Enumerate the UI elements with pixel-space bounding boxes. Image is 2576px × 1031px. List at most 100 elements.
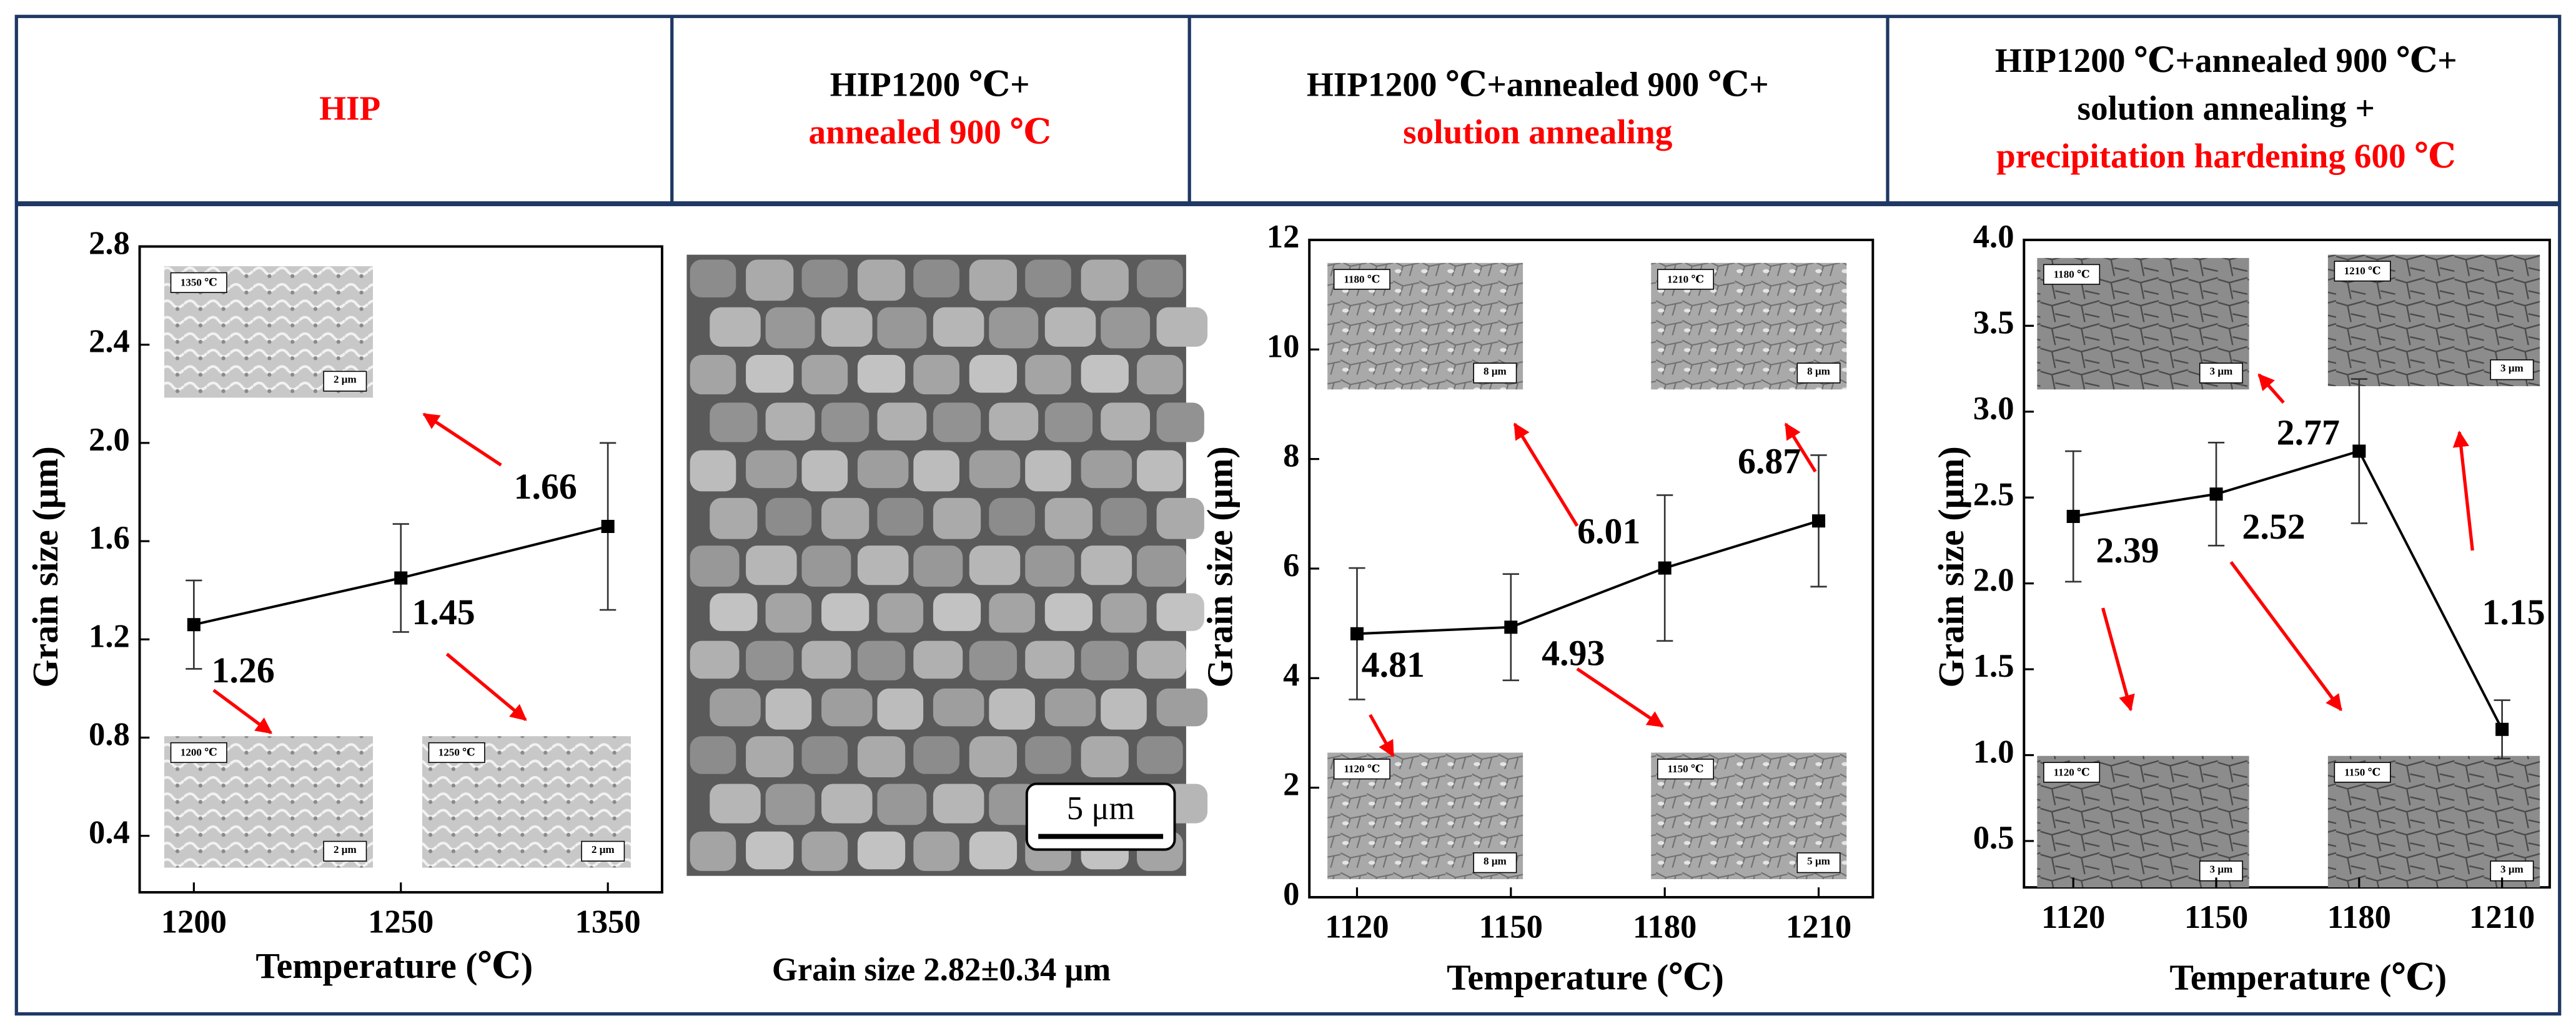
grain bbox=[1044, 497, 1093, 539]
data-label: 2.52 bbox=[2242, 506, 2305, 547]
arrow bbox=[2229, 560, 2343, 712]
grain bbox=[877, 497, 924, 536]
grain bbox=[933, 593, 981, 631]
grain bbox=[989, 307, 1039, 349]
data-label: 6.87 bbox=[1738, 441, 1801, 482]
grain bbox=[913, 545, 963, 587]
grain bbox=[710, 307, 761, 347]
grain bbox=[1025, 259, 1071, 298]
inset-label: 1250 ℃ bbox=[438, 747, 475, 759]
grain bbox=[1081, 355, 1129, 393]
grain bbox=[913, 831, 959, 871]
arrow bbox=[2101, 607, 2135, 712]
y-tick-label: 1.6 bbox=[89, 520, 130, 556]
series-line bbox=[2073, 449, 2504, 730]
grain bbox=[913, 259, 959, 298]
grain bbox=[801, 831, 848, 871]
inset-scale-box bbox=[323, 371, 367, 392]
grain bbox=[746, 355, 794, 393]
grain bbox=[1081, 736, 1129, 777]
grain bbox=[710, 402, 758, 442]
grain bbox=[821, 497, 869, 539]
grain bbox=[710, 688, 761, 727]
inset-scale-box bbox=[2490, 860, 2534, 882]
grain bbox=[1081, 640, 1129, 680]
data-label: 2.39 bbox=[2096, 530, 2159, 570]
header-text: solution annealing bbox=[1403, 113, 1673, 151]
grain bbox=[857, 831, 906, 870]
inset-scale: 3 μm bbox=[2210, 366, 2233, 377]
grain bbox=[690, 831, 736, 871]
header-text: precipitation hardening 600 ℃ bbox=[1996, 137, 2456, 175]
grain bbox=[690, 259, 736, 298]
grain bbox=[913, 736, 959, 774]
x-tick-label: 1210 bbox=[2469, 899, 2535, 935]
inset-scale-box bbox=[1473, 362, 1517, 384]
grain bbox=[969, 259, 1018, 301]
x-tick-label: 1180 bbox=[2327, 899, 2391, 935]
grain bbox=[1044, 402, 1093, 442]
inset-scale: 2 μm bbox=[334, 374, 357, 386]
grain bbox=[933, 688, 984, 727]
header-text: HIP1200 ℃+annealed 900 ℃+ bbox=[1995, 41, 2457, 79]
grain bbox=[765, 402, 815, 441]
grain bbox=[989, 402, 1039, 441]
grain bbox=[1156, 307, 1208, 347]
grain bbox=[857, 259, 906, 301]
grain bbox=[765, 784, 815, 825]
inset-label: 1150 ℃ bbox=[1668, 763, 1704, 775]
grain bbox=[1025, 355, 1071, 395]
grain bbox=[969, 545, 1021, 585]
inset-label-box bbox=[2334, 762, 2391, 783]
grain bbox=[1081, 450, 1132, 489]
inset-label-box bbox=[1333, 759, 1390, 780]
scale-bar-label: 5 μm bbox=[1067, 790, 1135, 827]
data-label: 2.77 bbox=[2277, 412, 2340, 453]
x-axis-title: Temperature (℃) bbox=[255, 945, 533, 986]
grains bbox=[690, 259, 1208, 871]
point bbox=[187, 618, 201, 632]
grain bbox=[1137, 259, 1183, 298]
arrow bbox=[445, 652, 527, 721]
y-axis-title: Grain size (μm) bbox=[25, 446, 66, 687]
data-label: 1.26 bbox=[212, 650, 275, 690]
arrow bbox=[1369, 714, 1395, 758]
series-line bbox=[1357, 519, 1820, 635]
grain bbox=[1156, 688, 1208, 727]
inset-scale-box bbox=[2199, 860, 2243, 882]
y-tick-label: 2.8 bbox=[89, 226, 130, 262]
grain bbox=[857, 545, 909, 585]
grain bbox=[1156, 402, 1204, 442]
grain bbox=[746, 640, 794, 680]
inset-label: 1180 ℃ bbox=[1344, 273, 1380, 285]
y-tick-label: 2.5 bbox=[1973, 476, 2014, 512]
y-tick-label: 3.0 bbox=[1973, 391, 2014, 427]
grain bbox=[801, 545, 851, 587]
grain bbox=[969, 450, 1021, 489]
inset-label-box bbox=[170, 742, 227, 764]
grain bbox=[989, 688, 1035, 730]
arrow bbox=[2257, 373, 2285, 404]
grain bbox=[969, 736, 1018, 777]
grain bbox=[821, 784, 873, 824]
inset-label: 1210 ℃ bbox=[1667, 273, 1704, 285]
inset-scale-box bbox=[581, 840, 625, 862]
header-text: solution annealing + bbox=[2078, 89, 2375, 127]
inset-scale-box bbox=[323, 840, 367, 862]
y-tick-label: 0.5 bbox=[1973, 820, 2014, 856]
data-label: 4.81 bbox=[1362, 644, 1425, 685]
grain bbox=[1025, 450, 1071, 492]
arrow bbox=[1784, 422, 1817, 473]
grain bbox=[1101, 593, 1147, 633]
y-tick-label: 6 bbox=[1283, 547, 1299, 584]
grain bbox=[877, 784, 927, 825]
y-axis-title: Grain size (μm) bbox=[1200, 446, 1241, 687]
grain bbox=[877, 593, 924, 633]
grain bbox=[1137, 545, 1186, 587]
arrow bbox=[422, 412, 502, 467]
grain bbox=[746, 259, 794, 301]
y-tick-label: 2.0 bbox=[89, 422, 130, 458]
arrow bbox=[1576, 667, 1664, 728]
y-tick-label: 2.4 bbox=[89, 324, 130, 360]
grain bbox=[857, 640, 906, 680]
